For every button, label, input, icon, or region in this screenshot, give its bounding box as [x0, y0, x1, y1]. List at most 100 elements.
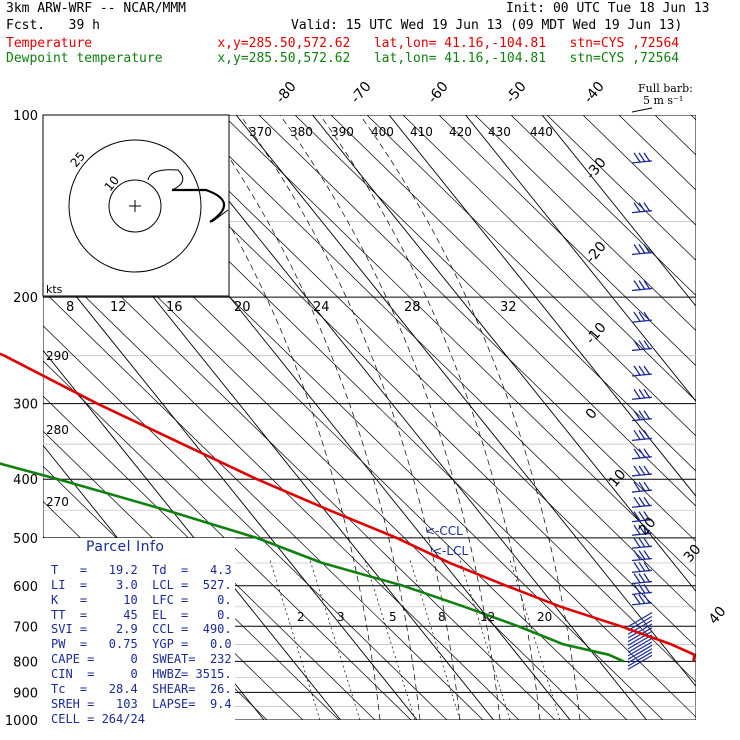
ccl-label: <-CCL: [425, 524, 463, 538]
wind-barb-flag: [633, 496, 641, 507]
wind-barb-lower: [627, 654, 653, 670]
wind-barb-lower: [627, 648, 653, 664]
theta-side-label: 270: [46, 495, 69, 509]
wind-barb-flag: [633, 537, 641, 548]
temperature-line: [0, 352, 696, 662]
full-barb-sample: [631, 107, 653, 113]
wind-scale-label: 24: [313, 300, 330, 315]
wind-barb-staff: [631, 287, 653, 292]
mixing-ratio-label: 5: [389, 610, 397, 624]
wind-barb-flag: [638, 537, 646, 548]
wind-barb: [631, 561, 653, 573]
wind-barb-flag: [638, 202, 646, 212]
wind-barb-flag: [643, 244, 651, 254]
init-time: Init: 00 UTC Tue 18 Jun 13: [506, 1, 710, 16]
wind-barb-lower: [627, 630, 653, 646]
wind-barb-flag: [633, 340, 641, 350]
wind-barb-flag: [643, 561, 651, 572]
wind-barb-flag: [633, 561, 641, 572]
pressure-label: 900: [13, 686, 38, 701]
wind-barb-flag: [638, 573, 646, 583]
wind-barb-flag: [638, 496, 646, 507]
wind-barb-staff: [631, 417, 653, 422]
wind-barb-flag: [643, 496, 651, 507]
wind-barb-lower: [627, 637, 653, 653]
isotherm-line: [388, 115, 696, 497]
wind-barb-flag: [633, 511, 641, 521]
wind-barb-flag: [643, 481, 651, 492]
wind-barb-flag: [633, 524, 641, 535]
forecast-hour: Fcst. 39 h: [6, 18, 100, 33]
wind-barb-staff: [631, 373, 653, 377]
wind-barb-flag: [633, 594, 641, 605]
wind-scale-label: 12: [110, 300, 127, 315]
lcl-label: <-LCL: [432, 544, 468, 558]
pressure-label: 400: [13, 473, 38, 488]
dry-adiabat-line: [43, 395, 376, 720]
isotherm-label: 10: [606, 467, 630, 491]
isotherm-line: [465, 115, 696, 402]
moist-adiabat-line: [319, 115, 541, 720]
dry-adiabat-line: [654, 115, 696, 156]
wind-barb-flag: [633, 311, 641, 322]
wind-scale-label: 16: [166, 300, 183, 315]
wind-scale-label: 8: [66, 300, 74, 315]
parcel-row: CAPE = 0 SWEAT= 232: [51, 652, 232, 666]
wind-barb-lower: [627, 644, 653, 660]
wind-barb-staff: [631, 518, 653, 523]
wind-barb-flag: [643, 537, 651, 548]
wind-barb-flag: [643, 365, 651, 376]
wind-barb-staff: [631, 319, 653, 323]
dry-adiabat-line: [690, 115, 696, 121]
dry-adiabat-line: [330, 115, 696, 472]
wind-barb-flag: [643, 280, 651, 290]
moist-adiabat-line: [239, 115, 461, 720]
theta-label: 400: [371, 125, 394, 139]
wind-barb: [631, 430, 653, 442]
pressure-label: 700: [13, 620, 38, 635]
wind-barb-staff: [631, 569, 653, 573]
pressure-label: 300: [13, 398, 38, 413]
parcel-row: SVI = 2.9 CCL = 490.: [51, 622, 232, 636]
pressure-label: 600: [13, 580, 38, 595]
wind-barb-staff: [631, 473, 653, 477]
mixing-ratio-label: 2: [297, 610, 305, 624]
isotherm-line: [312, 115, 696, 593]
dry-adiabat-line: [43, 325, 448, 720]
wind-barb: [631, 594, 653, 606]
wind-barb-flag: [643, 550, 651, 560]
dry-adiabat-line: [43, 255, 520, 720]
isotherm-label: -50: [503, 79, 530, 107]
parcel-row: Tc = 28.4 SHEAR= 26.: [51, 682, 232, 696]
temperature-legend: Temperature x,y=285.50,572.62 lat,lon= 4…: [6, 36, 680, 51]
wind-barb-flag: [638, 481, 646, 492]
wind-barb: [631, 511, 653, 523]
pressure-label: 800: [13, 655, 38, 670]
full-barb-note: Full barb:: [638, 82, 693, 95]
dry-adiabat-line: [150, 115, 696, 648]
isotherm-label: -80: [273, 79, 300, 107]
wind-barb: [631, 584, 653, 596]
dry-adiabat-line: [582, 115, 696, 226]
wind-barb-flag: [633, 410, 641, 420]
dry-adiabat-line: [43, 430, 340, 720]
dry-adiabat-line: [186, 115, 696, 613]
dry-adiabat-line: [43, 360, 412, 720]
wind-barb-flag: [633, 244, 641, 254]
dry-adiabat-line: [402, 115, 696, 402]
wind-barb-flag: [643, 511, 651, 521]
profile-lines: [0, 352, 696, 663]
dry-adiabat-line: [438, 115, 696, 367]
wind-barb: [631, 410, 653, 422]
wind-barb-flag: [633, 573, 641, 583]
moist-adiabat-line: [199, 115, 421, 720]
model-title: 3km ARW-WRF -- NCAR/MMM: [6, 1, 187, 16]
wind-barb: [631, 496, 653, 508]
wind-barb-flag: [638, 410, 646, 420]
wind-barb-lower: [627, 615, 653, 632]
parcel-row: T = 19.2 Td = 4.3: [51, 563, 232, 577]
wind-barb-staff: [631, 209, 653, 214]
wind-barb-flag: [643, 311, 651, 322]
wind-barb: [631, 244, 653, 256]
wind-barb-flag: [633, 280, 641, 290]
